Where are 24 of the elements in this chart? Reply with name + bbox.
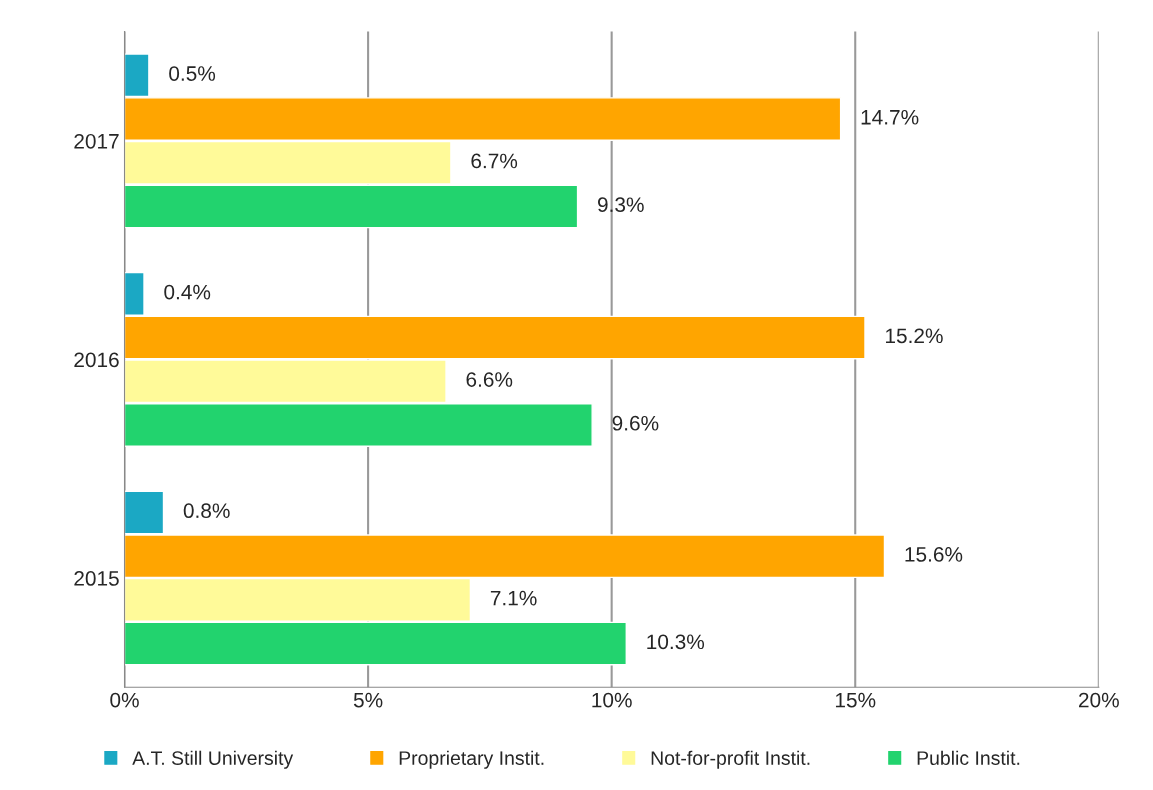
data-label: 0.5% bbox=[169, 66, 216, 81]
x-tick-label: 15% bbox=[835, 692, 876, 708]
data-label: 14.7% bbox=[861, 109, 919, 125]
y-tick-label: 2016 bbox=[74, 352, 119, 368]
data-label: 7.1% bbox=[490, 590, 537, 606]
data-label: 9.6% bbox=[612, 415, 659, 431]
data-label: 6.6% bbox=[466, 372, 513, 387]
data-label: 0.4% bbox=[164, 284, 211, 300]
legend-label: A.T. Still University bbox=[132, 750, 294, 769]
y-tick-label: 2017 bbox=[74, 133, 119, 149]
x-tick-label: 0% bbox=[110, 692, 139, 708]
data-label: 15.6% bbox=[905, 547, 963, 562]
y-tick-label: 2015 bbox=[74, 571, 119, 586]
data-label: 15.2% bbox=[886, 328, 943, 344]
data-label: 6.7% bbox=[471, 153, 518, 169]
data-label: 9.3% bbox=[597, 197, 644, 213]
x-tick-label: 20% bbox=[1079, 692, 1119, 708]
data-label: 10.3% bbox=[647, 634, 705, 650]
legend-label: Not-for-profit Instit. bbox=[651, 750, 810, 769]
data-label: 0.8% bbox=[183, 503, 230, 519]
x-tick-label: 10% bbox=[592, 692, 632, 708]
x-tick-label: 5% bbox=[353, 692, 383, 708]
legend-label: Public Instit. bbox=[917, 750, 1020, 765]
legend-label: Proprietary Instit. bbox=[399, 750, 544, 769]
